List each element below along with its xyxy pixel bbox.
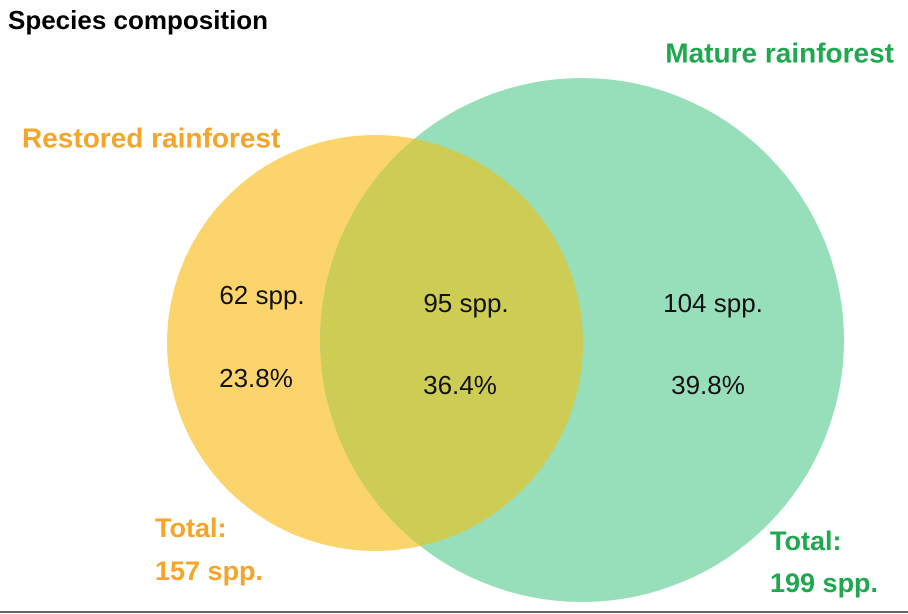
total: 199 spp. bbox=[770, 568, 878, 598]
region-count: 95 spp. bbox=[423, 288, 508, 318]
total-heading: Total: bbox=[155, 513, 226, 543]
region-count: 104 spp. bbox=[663, 288, 763, 318]
title: Species composition bbox=[8, 5, 268, 35]
set-label: Mature rainforest bbox=[665, 37, 894, 68]
region-percent: 23.8% bbox=[219, 363, 293, 393]
overlap bbox=[320, 135, 583, 551]
region-count: 62 spp. bbox=[219, 280, 304, 310]
total-heading: Total: bbox=[770, 526, 841, 556]
region-percent: 39.8% bbox=[671, 370, 745, 400]
set-label: Restored rainforest bbox=[22, 122, 280, 153]
total: 157 spp. bbox=[155, 556, 263, 586]
region-percent: 36.4% bbox=[423, 370, 497, 400]
